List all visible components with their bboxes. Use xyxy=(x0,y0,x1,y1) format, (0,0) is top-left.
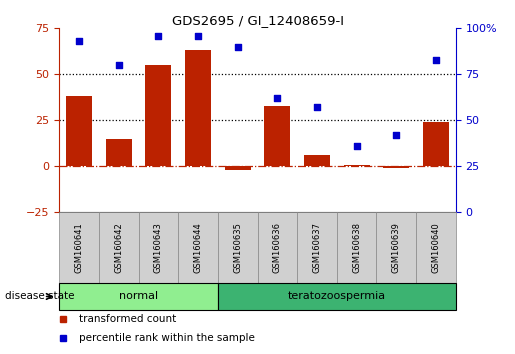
Bar xyxy=(304,155,330,166)
Text: transformed count: transformed count xyxy=(79,314,176,324)
Bar xyxy=(218,212,258,283)
Point xyxy=(313,105,321,110)
Title: GDS2695 / GI_12408659-I: GDS2695 / GI_12408659-I xyxy=(171,14,344,27)
Bar xyxy=(59,212,99,283)
Text: GSM160643: GSM160643 xyxy=(154,222,163,273)
Point xyxy=(194,33,202,39)
Text: GSM160635: GSM160635 xyxy=(233,222,242,273)
Text: normal: normal xyxy=(119,291,158,302)
Point xyxy=(154,33,162,39)
Bar xyxy=(139,212,178,283)
Bar xyxy=(423,122,449,166)
Text: disease state: disease state xyxy=(5,291,75,302)
Bar xyxy=(218,283,456,310)
Text: GSM160641: GSM160641 xyxy=(75,222,83,273)
Point xyxy=(432,57,440,62)
Bar xyxy=(264,105,290,166)
Text: GSM160637: GSM160637 xyxy=(313,222,321,273)
Bar xyxy=(185,50,211,166)
Text: GSM160640: GSM160640 xyxy=(432,222,440,273)
Text: GSM160644: GSM160644 xyxy=(194,222,202,273)
Bar xyxy=(416,212,456,283)
Bar xyxy=(258,212,297,283)
Bar xyxy=(297,212,337,283)
Point xyxy=(352,143,360,149)
Text: GSM160638: GSM160638 xyxy=(352,222,361,273)
Point xyxy=(233,44,242,50)
Bar xyxy=(59,283,218,310)
Bar xyxy=(337,212,376,283)
Text: GSM160639: GSM160639 xyxy=(392,222,401,273)
Text: teratozoospermia: teratozoospermia xyxy=(288,291,386,302)
Point xyxy=(273,96,281,101)
Bar xyxy=(178,212,218,283)
Bar xyxy=(66,96,92,166)
Bar xyxy=(99,212,139,283)
Bar xyxy=(383,166,409,168)
Bar xyxy=(145,65,171,166)
Point xyxy=(75,38,83,44)
Point xyxy=(114,62,123,68)
Text: GSM160636: GSM160636 xyxy=(273,222,282,273)
Bar xyxy=(376,212,416,283)
Text: GSM160642: GSM160642 xyxy=(114,222,123,273)
Bar xyxy=(225,166,251,170)
Bar xyxy=(106,139,132,166)
Point xyxy=(392,132,401,138)
Bar xyxy=(344,165,370,166)
Text: percentile rank within the sample: percentile rank within the sample xyxy=(79,333,255,343)
